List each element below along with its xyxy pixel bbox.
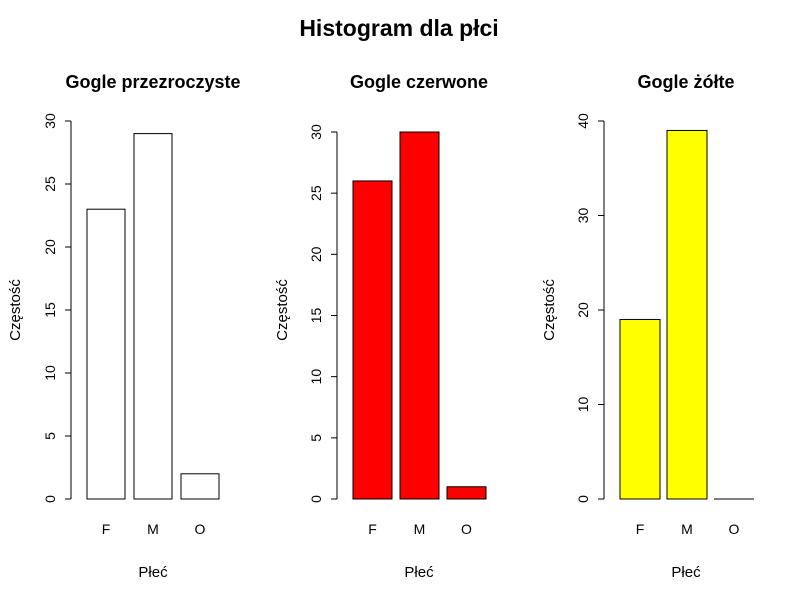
y-tick-label: 0 <box>575 495 591 503</box>
y-tick-label: 30 <box>308 124 324 140</box>
y-tick-label: 10 <box>42 365 58 381</box>
bar-F <box>352 180 393 500</box>
category-label: O <box>461 521 472 537</box>
y-axis-label: Częstość <box>541 279 558 341</box>
y-tick-label: 0 <box>42 495 58 503</box>
panel-title: Gogle przezroczyste <box>65 72 240 92</box>
category-label: M <box>414 521 426 537</box>
category-label: F <box>102 521 111 537</box>
category-label: F <box>636 521 645 537</box>
chart-panel-1: Gogle przezroczyste 0 5 10 15 20 25 30 Częstość F… <box>7 72 241 581</box>
category-label: M <box>147 521 159 537</box>
panel-title: Gogle czerwone <box>350 72 488 92</box>
chart-panel-3: Gogle żółte 0 10 20 30 40 Częstość F M O Płeć <box>541 72 754 581</box>
category-label: M <box>681 521 693 537</box>
y-tick-label: 15 <box>42 302 58 318</box>
bar-F <box>86 208 126 500</box>
chart-panel-2: Gogle czerwone 0 5 10 15 20 25 30 Częstość F M O Płe… <box>274 72 488 581</box>
y-tick-label: 10 <box>308 369 324 385</box>
y-tick-label: 20 <box>308 246 324 262</box>
y-tick-label: 30 <box>42 113 58 129</box>
y-tick-label: 5 <box>42 432 58 440</box>
y-tick-label: 30 <box>575 208 591 224</box>
panel-title: Gogle żółte <box>637 72 734 92</box>
x-axis-label: Płeć <box>671 564 701 581</box>
y-tick-label: 40 <box>575 113 591 129</box>
y-tick-label: 0 <box>308 495 324 503</box>
figure-title: Histogram dla płci <box>299 15 498 41</box>
bar-M <box>133 133 173 500</box>
x-axis-label: Płeć <box>404 564 434 581</box>
y-tick-label: 25 <box>42 176 58 192</box>
chart-panels: Gogle przezroczyste 0 5 10 15 20 25 30 Częstość F… <box>7 72 754 581</box>
bar-O <box>180 473 220 500</box>
category-label: O <box>729 521 740 537</box>
bar-F <box>619 318 661 500</box>
bar-O <box>446 486 487 500</box>
bar-M <box>666 129 708 500</box>
y-tick-label: 20 <box>42 239 58 255</box>
x-axis-label: Płeć <box>138 564 168 581</box>
y-tick-label: 10 <box>575 397 591 413</box>
bar-M <box>399 131 440 500</box>
y-tick-label: 15 <box>308 308 324 324</box>
y-tick-label: 20 <box>575 302 591 318</box>
y-axis-label: Częstość <box>274 279 291 341</box>
category-label: O <box>195 521 206 537</box>
y-axis-label: Częstość <box>7 279 24 341</box>
category-label: F <box>368 521 377 537</box>
y-tick-label: 5 <box>308 434 324 442</box>
y-tick-label: 25 <box>308 185 324 201</box>
